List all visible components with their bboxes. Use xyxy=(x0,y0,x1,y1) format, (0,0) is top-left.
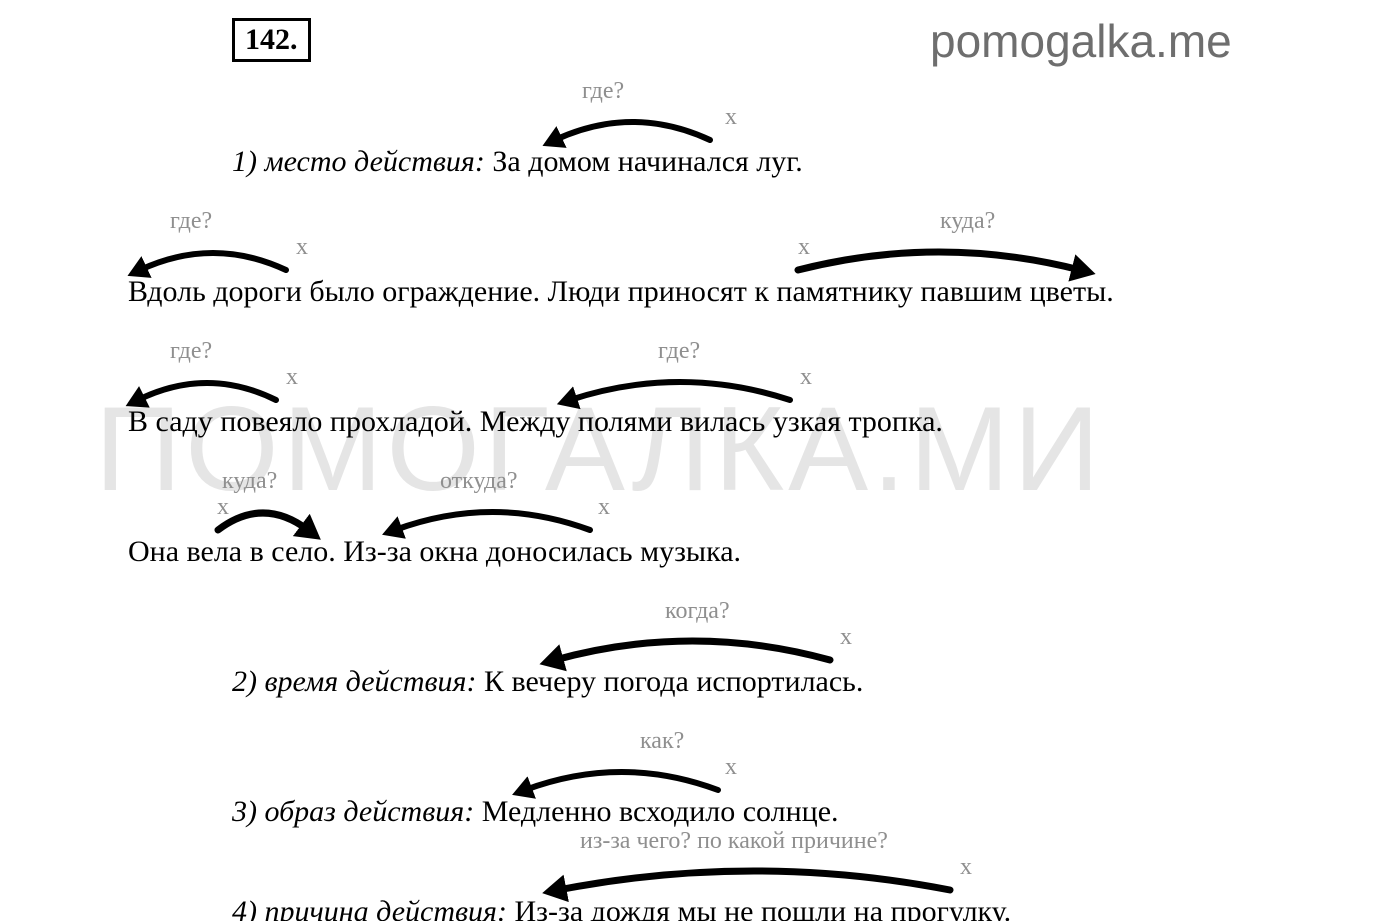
question-label: где? xyxy=(170,338,212,365)
x-label: x xyxy=(217,494,229,521)
dependency-arrow xyxy=(555,122,710,140)
text-line: 4) причина действия: Из-за дождя мы не п… xyxy=(232,895,1011,921)
x-label: x xyxy=(840,624,852,651)
x-label: x xyxy=(725,104,737,131)
text-span: 4) причина действия: xyxy=(232,895,514,921)
x-label: x xyxy=(296,234,308,261)
text-span: 3) образ действия: xyxy=(232,795,482,828)
text-line: 1) место действия: За домом начинался лу… xyxy=(232,145,803,179)
text-line: Вдоль дороги было ограждение. Люди прино… xyxy=(128,275,1114,309)
watermark-top-text: pomogalka.me xyxy=(930,15,1232,67)
text-span: Медленно всходило солнце. xyxy=(482,795,839,828)
x-label: x xyxy=(598,494,610,521)
exercise-number: 142. xyxy=(232,18,311,62)
x-label: x xyxy=(960,854,972,881)
dependency-arrow xyxy=(140,253,286,270)
text-span: В саду повеяло прохладой. Между полями в… xyxy=(128,405,943,438)
x-label: x xyxy=(725,754,737,781)
text-span: 1) место действия: xyxy=(232,145,492,178)
dependency-arrow xyxy=(525,772,718,790)
watermark-top: pomogalka.me xyxy=(930,14,1232,68)
question-label: где? xyxy=(170,208,212,235)
text-span: Она вела в село. Из-за окна доносилась м… xyxy=(128,535,741,568)
question-label: куда? xyxy=(222,468,277,495)
text-span: За домом начинался луг. xyxy=(492,145,802,178)
question-label: из-за чего? по какой причине? xyxy=(580,828,888,855)
dependency-arrow xyxy=(558,871,950,890)
text-line: 2) время действия: К вечеру погода испор… xyxy=(232,665,863,699)
question-label: где? xyxy=(658,338,700,365)
dependency-arrow xyxy=(555,641,830,660)
question-label: когда? xyxy=(665,598,730,625)
text-span: К вечеру погода испортилась. xyxy=(484,665,863,698)
page-root: 142. pomogalka.me ПОМОГАЛКА.МИ 1) место … xyxy=(0,0,1400,921)
text-span: Вдоль дороги было ограждение. Люди прино… xyxy=(128,275,1114,308)
text-line: Она вела в село. Из-за окна доносилась м… xyxy=(128,535,741,569)
question-label: откуда? xyxy=(440,468,518,495)
text-line: В саду повеяло прохладой. Между полями в… xyxy=(128,405,943,439)
x-label: x xyxy=(798,234,810,261)
dependency-arrow xyxy=(798,252,1080,270)
question-label: где? xyxy=(582,78,624,105)
text-span: Из-за дождя мы не пошли на прогулку. xyxy=(514,895,1011,921)
text-span: 2) время действия: xyxy=(232,665,484,698)
x-label: x xyxy=(800,364,812,391)
text-line: 3) образ действия: Медленно всходило сол… xyxy=(232,795,839,829)
question-label: куда? xyxy=(940,208,995,235)
question-label: как? xyxy=(640,728,684,755)
x-label: x xyxy=(286,364,298,391)
exercise-number-text: 142. xyxy=(245,23,298,56)
